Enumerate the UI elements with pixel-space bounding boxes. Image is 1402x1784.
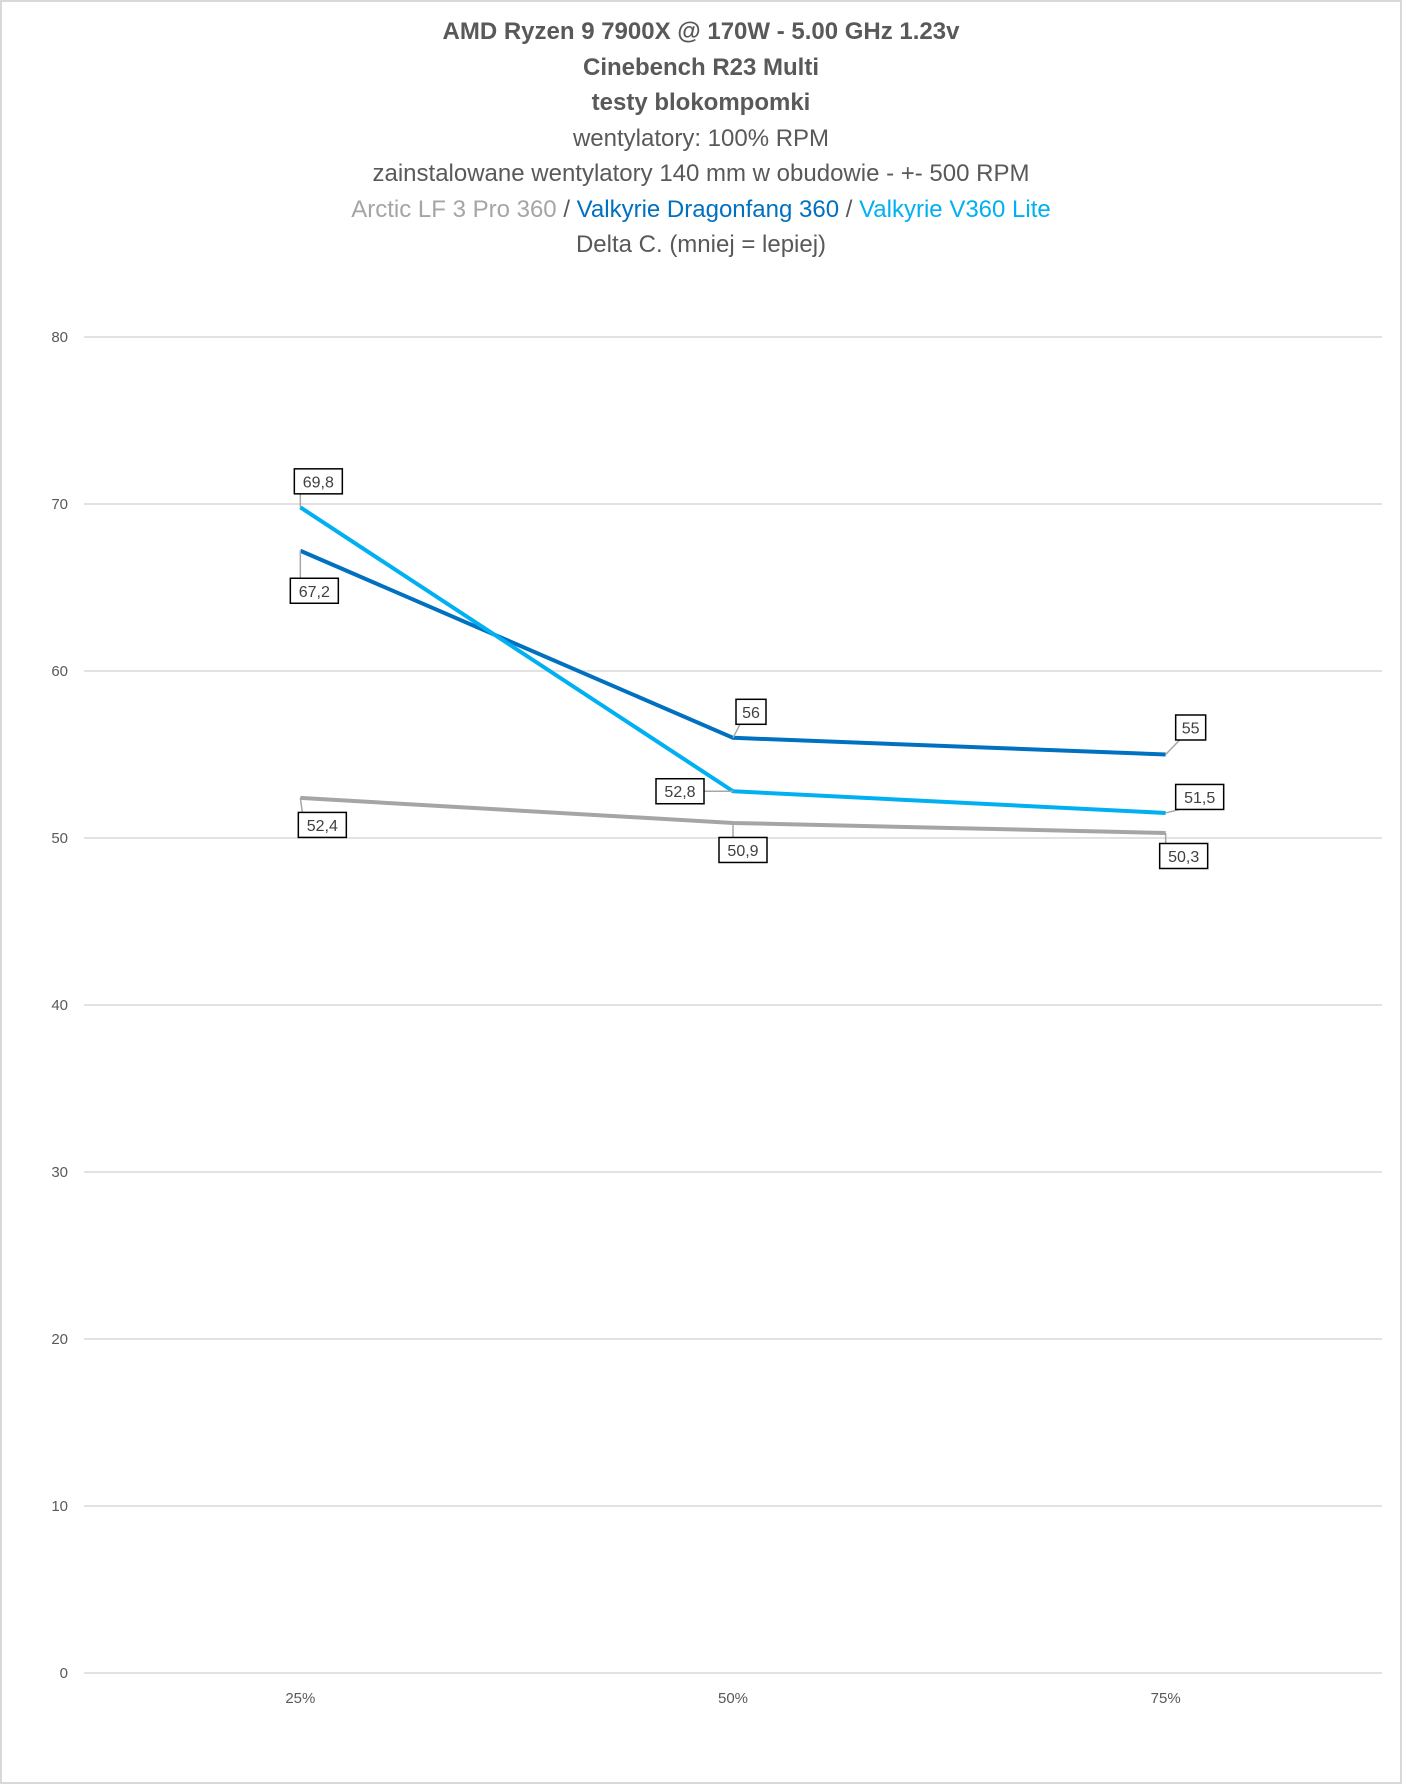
- chart-subtitle-delta: Delta C. (mniej = lepiej): [575, 231, 827, 258]
- data-label-text: 52,8: [664, 784, 695, 801]
- y-tick-label: 40: [51, 997, 68, 1014]
- data-label-box: [1174, 783, 1225, 811]
- chart-title-line-3: testy blokompomki: [591, 89, 811, 116]
- y-tick-label: 0: [60, 1665, 68, 1682]
- data-label-box: [297, 811, 348, 839]
- data-label-box: [718, 836, 768, 864]
- data-label-text: 69,8: [303, 474, 334, 491]
- legend-line: Arctic LF 3 Pro 360 / Valkyrie Dragonfan…: [0, 192, 1402, 228]
- y-tick-label: 30: [51, 1164, 68, 1181]
- y-tick-label: 20: [51, 1331, 68, 1348]
- data-label: 55: [1165, 714, 1207, 756]
- data-label-box: [1158, 842, 1209, 870]
- data-label: 51,5: [1165, 783, 1225, 814]
- data-label: 50,3: [1158, 832, 1209, 870]
- chart-subtitle-case-fans: zainstalowane wentylatory 140 mm w obudo…: [372, 160, 1030, 187]
- data-label-leader-line: [732, 723, 741, 739]
- chart-title-block: AMD Ryzen 9 7900X @ 170W - 5.00 GHz 1.23…: [0, 14, 1402, 263]
- x-tick-label: 75%: [1151, 1690, 1181, 1707]
- data-label-text: 52,4: [307, 818, 338, 835]
- data-label: 69,8: [293, 468, 344, 508]
- x-tick-label: 50%: [718, 1690, 748, 1707]
- chart-title-line-1: AMD Ryzen 9 7900X @ 170W - 5.00 GHz 1.23…: [442, 18, 960, 45]
- data-label-text: 50,3: [1168, 849, 1199, 866]
- x-tick-label: 25%: [285, 1690, 315, 1707]
- data-label: 50,9: [718, 822, 768, 864]
- data-label-leader-line: [1165, 739, 1181, 756]
- legend-separator: /: [839, 195, 860, 223]
- legend-item-arctic: Arctic LF 3 Pro 360: [351, 195, 557, 223]
- series-line-1: [299, 548, 1166, 757]
- data-label-box: [655, 777, 705, 805]
- legend-item-dragonfang: Valkyrie Dragonfang 360: [576, 195, 840, 223]
- chart-title-line-2: Cinebench R23 Multi: [582, 53, 820, 81]
- y-tick-label: 80: [51, 329, 68, 346]
- series-line-2: [299, 505, 1166, 815]
- data-label: 52,8: [655, 777, 733, 805]
- data-label-box: [1174, 714, 1207, 741]
- y-tick-label: 70: [51, 496, 68, 513]
- data-label-leader-line: [299, 797, 304, 813]
- data-label-text: 51,5: [1184, 790, 1215, 807]
- legend-item-v360-lite: Valkyrie V360 Lite: [859, 195, 1051, 223]
- y-tick-label: 60: [51, 663, 68, 680]
- y-tick-label: 10: [51, 1498, 68, 1515]
- data-label: 52,4: [297, 797, 348, 839]
- data-label-box: [735, 698, 767, 726]
- data-label: 56: [732, 698, 767, 739]
- data-label: 67,2: [289, 550, 340, 605]
- data-label-box: [289, 577, 340, 605]
- chart-subtitle-fans: wentylatory: 100% RPM: [572, 124, 830, 152]
- data-label-box: [293, 468, 344, 495]
- legend-separator: /: [556, 195, 577, 223]
- data-label-text: 67,2: [299, 584, 330, 601]
- data-label-text: 55: [1182, 721, 1200, 738]
- y-tick-label: 50: [51, 830, 68, 847]
- data-label-text: 50,9: [727, 843, 758, 860]
- data-label-text: 56: [742, 705, 760, 722]
